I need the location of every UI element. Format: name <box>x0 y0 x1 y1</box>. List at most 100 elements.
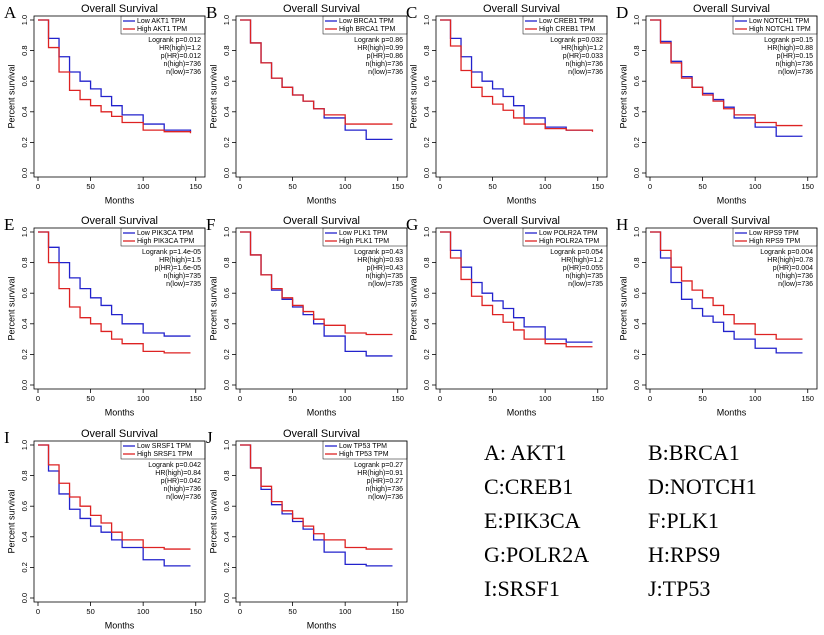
stat-annotation: Logrank p=0.012 <box>148 37 201 44</box>
stat-annotation: n(high)=736 <box>163 486 201 493</box>
y-tick-label: 0.0 <box>222 380 231 390</box>
x-tick-label: 100 <box>749 182 762 191</box>
stat-annotation: n(low)=735 <box>568 281 603 288</box>
x-tick-label: 150 <box>391 607 404 616</box>
x-tick-label: 0 <box>238 394 242 403</box>
y-tick-label: 0.6 <box>222 76 231 86</box>
legend-label: Low NOTCH1 TPM <box>749 18 809 25</box>
x-tick-label: 150 <box>391 182 404 191</box>
panel-letter: D <box>616 3 628 22</box>
x-axis-label: Months <box>105 620 135 630</box>
legend-box <box>120 15 206 35</box>
y-axis-label: Percent survival <box>6 489 16 553</box>
gene-key: B:BRCA1 <box>648 440 740 465</box>
legend-label: Low TP53 TPM <box>339 443 387 450</box>
stat-annotation: Logrank p=0.86 <box>354 37 403 44</box>
stat-annotation: Logrank p=0.43 <box>354 249 403 256</box>
stat-annotation: n(low)=736 <box>568 69 603 76</box>
y-axis-label: Percent survival <box>208 489 218 553</box>
panel-letter: B <box>206 3 217 22</box>
y-tick-label: 0.2 <box>422 137 431 147</box>
x-tick-label: 100 <box>749 394 762 403</box>
x-tick-label: 100 <box>339 607 352 616</box>
legend-label: High TP53 TPM <box>339 451 389 458</box>
stat-annotation: n(low)=736 <box>368 69 403 76</box>
stat-annotation: p(HR)=0.012 <box>161 53 201 60</box>
legend-label: High BRCA1 TPM <box>339 26 395 33</box>
chart-title: Overall Survival <box>81 428 158 440</box>
legend-label: High PIK3CA TPM <box>137 238 195 245</box>
stat-annotation: n(high)=736 <box>565 61 603 68</box>
stat-annotation: p(HR)=0.27 <box>367 478 403 485</box>
survival-curve <box>38 444 191 550</box>
y-axis-label: Percent survival <box>408 276 418 340</box>
y-tick-label: 0.8 <box>632 45 641 55</box>
y-tick-label: 0.0 <box>422 168 431 178</box>
legend-box <box>120 440 206 460</box>
stat-annotation: p(HR)=0.042 <box>161 478 201 485</box>
panel-letter: I <box>4 428 10 447</box>
y-tick-label: 0.4 <box>632 107 641 117</box>
stat-annotation: n(low)=736 <box>166 69 201 76</box>
survival-curve <box>440 231 593 348</box>
x-tick-label: 150 <box>591 394 604 403</box>
y-axis-label: Percent survival <box>208 64 218 128</box>
y-axis-label: Percent survival <box>6 276 16 340</box>
x-axis-label: Months <box>717 195 747 205</box>
y-tick-label: 0.8 <box>20 470 29 480</box>
gene-key: E:PIK3CA <box>484 508 581 533</box>
y-tick-label: 0.4 <box>422 319 431 329</box>
y-tick-label: 1.0 <box>632 15 641 25</box>
legend-label: High NOTCH1 TPM <box>749 26 811 33</box>
plot-frame <box>33 227 206 390</box>
stat-annotation: n(high)=736 <box>365 61 403 68</box>
survival-curve <box>240 231 393 336</box>
stat-annotation: p(HR)=1.6e-05 <box>155 265 202 272</box>
survival-curve <box>38 231 191 354</box>
x-tick-label: 100 <box>137 607 150 616</box>
gene-key: G:POLR2A <box>484 542 589 567</box>
legend-label: Low PIK3CA TPM <box>137 230 193 237</box>
y-tick-label: 0.6 <box>20 501 29 511</box>
plot-frame <box>645 227 818 390</box>
stat-annotation: p(HR)=0.86 <box>367 53 403 60</box>
panel: B Overall Survival Months Percent survival 0… <box>206 3 408 205</box>
gene-key: D:NOTCH1 <box>648 474 757 499</box>
y-tick-label: 0.8 <box>422 257 431 267</box>
legend-box <box>522 15 608 35</box>
x-tick-label: 150 <box>189 394 202 403</box>
survival-curve <box>240 444 393 550</box>
y-tick-label: 0.8 <box>222 45 231 55</box>
stat-annotation: n(high)=736 <box>163 61 201 68</box>
legend-box <box>522 227 608 247</box>
survival-curve <box>38 231 191 337</box>
x-tick-label: 50 <box>86 394 94 403</box>
x-tick-label: 150 <box>801 182 814 191</box>
y-tick-label: 1.0 <box>632 227 641 237</box>
panel-letter: G <box>406 215 418 234</box>
chart-title: Overall Survival <box>693 3 770 15</box>
y-tick-label: 0.8 <box>222 470 231 480</box>
plot-frame <box>33 15 206 178</box>
chart-title: Overall Survival <box>283 428 360 440</box>
y-tick-label: 0.8 <box>222 257 231 267</box>
y-tick-label: 0.4 <box>632 319 641 329</box>
x-tick-label: 50 <box>488 394 496 403</box>
panel-letter: H <box>616 215 628 234</box>
legend-label: High AKT1 TPM <box>137 26 187 33</box>
stat-annotation: HR(high)=0.88 <box>767 45 813 52</box>
y-tick-label: 0.2 <box>222 137 231 147</box>
panel: F Overall Survival Months Percent survival 0… <box>206 215 408 417</box>
x-tick-label: 100 <box>137 394 150 403</box>
x-axis-label: Months <box>507 407 537 417</box>
x-axis-label: Months <box>717 407 747 417</box>
stat-annotation: n(high)=735 <box>565 273 603 280</box>
y-tick-label: 0.4 <box>20 107 29 117</box>
y-tick-label: 0.8 <box>20 45 29 55</box>
stat-annotation: n(low)=736 <box>166 494 201 501</box>
y-tick-label: 0.0 <box>20 380 29 390</box>
survival-curve <box>440 19 594 132</box>
y-axis-label: Percent survival <box>208 276 218 340</box>
stat-annotation: HR(high)=0.93 <box>357 257 403 264</box>
x-tick-label: 50 <box>86 607 94 616</box>
